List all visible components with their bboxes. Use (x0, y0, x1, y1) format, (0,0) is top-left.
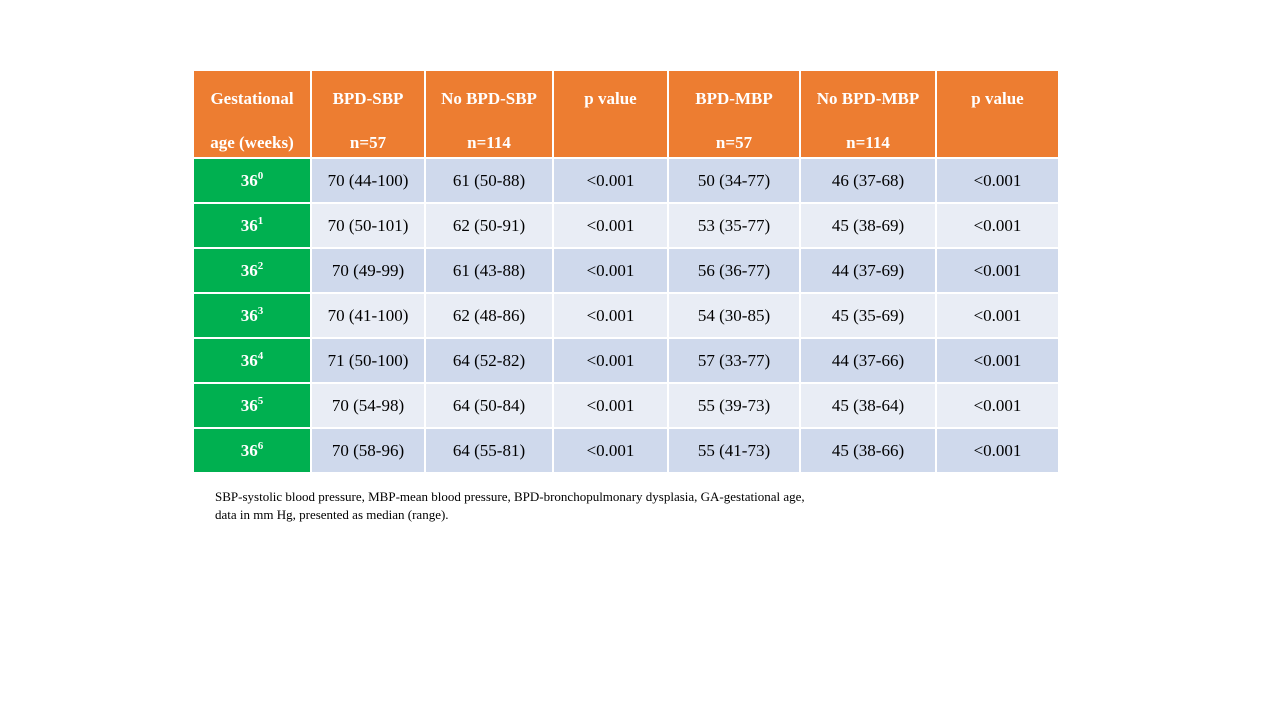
p-value-sbp-cell: <0.001 (552, 382, 669, 429)
no-bpd-sbp-cell: 62 (50-91) (424, 202, 554, 249)
bpd-mbp-cell: 55 (39-73) (667, 382, 801, 429)
header-line2: n=114 (467, 133, 511, 152)
header-line1: BPD-MBP (695, 89, 773, 108)
no-bpd-mbp-cell: 45 (38-64) (799, 382, 937, 429)
table-row: 361 70 (50-101) 62 (50-91) <0.001 53 (35… (192, 202, 1060, 249)
table-row: 365 70 (54-98) 64 (50-84) <0.001 55 (39-… (192, 382, 1060, 429)
no-bpd-sbp-cell: 64 (55-81) (424, 427, 554, 474)
no-bpd-sbp-cell: 62 (48-86) (424, 292, 554, 339)
no-bpd-sbp-cell: 61 (50-88) (424, 157, 554, 204)
bpd-mbp-cell: 57 (33-77) (667, 337, 801, 384)
ga-value: 36 (240, 305, 258, 325)
p-value-sbp-cell: <0.001 (552, 202, 669, 249)
gestational-age-cell: 362 (192, 247, 312, 294)
header-line2: n=114 (846, 133, 890, 152)
p-value-mbp-cell: <0.001 (935, 337, 1060, 384)
header-row: Gestational age (weeks) BPD-SBP n=57 No … (192, 69, 1060, 159)
table-footnote: SBP-systolic blood pressure, MBP-mean bl… (215, 488, 915, 524)
bpd-sbp-cell: 70 (44-100) (310, 157, 426, 204)
bpd-mbp-cell: 50 (34-77) (667, 157, 801, 204)
p-value-sbp-cell: <0.001 (552, 157, 669, 204)
ga-value: 36 (240, 350, 258, 370)
header-line2: n=57 (349, 133, 387, 152)
bpd-sbp-cell: 70 (49-99) (310, 247, 426, 294)
p-value-sbp-cell: <0.001 (552, 292, 669, 339)
no-bpd-mbp-cell: 44 (37-66) (799, 337, 937, 384)
p-value-sbp-cell: <0.001 (552, 247, 669, 294)
p-value-mbp-cell: <0.001 (935, 157, 1060, 204)
no-bpd-mbp-cell: 45 (38-69) (799, 202, 937, 249)
bpd-sbp-cell: 70 (41-100) (310, 292, 426, 339)
gestational-age-cell: 366 (192, 427, 312, 474)
p-value-mbp-cell: <0.001 (935, 292, 1060, 339)
header-line2: n=57 (715, 133, 753, 152)
table-row: 364 71 (50-100) 64 (52-82) <0.001 57 (33… (192, 337, 1060, 384)
ga-value: 36 (240, 395, 258, 415)
header-no-bpd-sbp: No BPD-SBP n=114 (424, 69, 554, 159)
bpd-mbp-cell: 55 (41-73) (667, 427, 801, 474)
header-line1: p value (584, 89, 637, 108)
bpd-mbp-cell: 54 (30-85) (667, 292, 801, 339)
no-bpd-mbp-cell: 45 (38-66) (799, 427, 937, 474)
p-value-mbp-cell: <0.001 (935, 247, 1060, 294)
header-line1: No BPD-MBP (816, 89, 920, 108)
table-row: 360 70 (44-100) 61 (50-88) <0.001 50 (34… (192, 157, 1060, 204)
p-value-sbp-cell: <0.001 (552, 337, 669, 384)
ga-value: 36 (240, 260, 258, 280)
p-value-sbp-cell: <0.001 (552, 427, 669, 474)
header-line1: p value (971, 89, 1024, 108)
no-bpd-sbp-cell: 64 (50-84) (424, 382, 554, 429)
bpd-sbp-cell: 70 (50-101) (310, 202, 426, 249)
gestational-age-cell: 364 (192, 337, 312, 384)
header-bpd-sbp: BPD-SBP n=57 (310, 69, 426, 159)
bpd-sbp-cell: 70 (58-96) (310, 427, 426, 474)
ga-day: 2 (257, 259, 264, 272)
ga-day: 3 (257, 304, 264, 317)
gestational-age-cell: 363 (192, 292, 312, 339)
table-row: 362 70 (49-99) 61 (43-88) <0.001 56 (36-… (192, 247, 1060, 294)
bpd-mbp-cell: 53 (35-77) (667, 202, 801, 249)
header-line1: BPD-SBP (332, 89, 404, 108)
header-line2: age (weeks) (210, 133, 294, 152)
bpd-sbp-cell: 70 (54-98) (310, 382, 426, 429)
no-bpd-mbp-cell: 46 (37-68) (799, 157, 937, 204)
header-p-value-mbp: p value (935, 69, 1060, 159)
ga-day: 4 (257, 349, 264, 362)
ga-day: 0 (257, 169, 264, 182)
p-value-mbp-cell: <0.001 (935, 427, 1060, 474)
no-bpd-sbp-cell: 61 (43-88) (424, 247, 554, 294)
footnote-line2: data in mm Hg, presented as median (rang… (215, 507, 449, 522)
ga-day: 1 (257, 214, 264, 227)
ga-value: 36 (240, 440, 258, 460)
gestational-age-cell: 365 (192, 382, 312, 429)
header-line1: Gestational (210, 89, 294, 108)
no-bpd-mbp-cell: 45 (35-69) (799, 292, 937, 339)
blood-pressure-table: Gestational age (weeks) BPD-SBP n=57 No … (192, 69, 1060, 474)
bpd-sbp-cell: 71 (50-100) (310, 337, 426, 384)
footnote-line1: SBP-systolic blood pressure, MBP-mean bl… (215, 489, 805, 504)
p-value-mbp-cell: <0.001 (935, 202, 1060, 249)
no-bpd-sbp-cell: 64 (52-82) (424, 337, 554, 384)
ga-day: 6 (257, 439, 264, 452)
ga-day: 5 (257, 394, 264, 407)
header-gestational-age: Gestational age (weeks) (192, 69, 312, 159)
bpd-mbp-cell: 56 (36-77) (667, 247, 801, 294)
no-bpd-mbp-cell: 44 (37-69) (799, 247, 937, 294)
header-line1: No BPD-SBP (441, 89, 537, 108)
table-row: 366 70 (58-96) 64 (55-81) <0.001 55 (41-… (192, 427, 1060, 474)
ga-value: 36 (240, 215, 258, 235)
header-p-value-sbp: p value (552, 69, 669, 159)
gestational-age-cell: 360 (192, 157, 312, 204)
header-no-bpd-mbp: No BPD-MBP n=114 (799, 69, 937, 159)
p-value-mbp-cell: <0.001 (935, 382, 1060, 429)
gestational-age-cell: 361 (192, 202, 312, 249)
header-bpd-mbp: BPD-MBP n=57 (667, 69, 801, 159)
ga-value: 36 (240, 170, 258, 190)
table-row: 363 70 (41-100) 62 (48-86) <0.001 54 (30… (192, 292, 1060, 339)
